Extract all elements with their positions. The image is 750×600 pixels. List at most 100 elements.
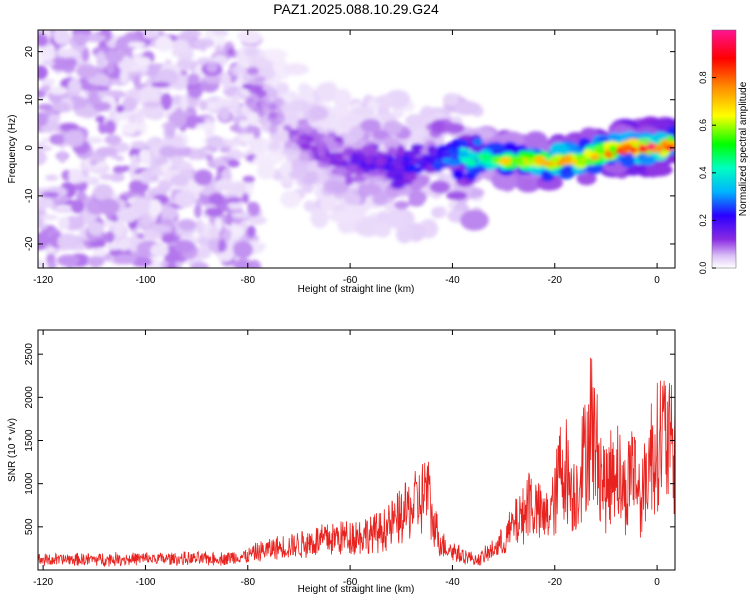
ridge-blob [268,141,282,151]
noise-blob [105,50,124,64]
x-tick-label: -120 [33,275,53,286]
noise-blob [195,219,205,235]
noise-blob [88,221,105,236]
noise-blob [119,68,129,84]
ridge-blob [596,148,606,154]
noise-blob [57,233,79,251]
noise-blob [208,192,225,206]
ridge-blob [645,163,673,177]
ridge-blob [317,147,326,156]
ridge-blob [630,146,637,154]
snr-x-label: Height of straight line (km) [298,584,415,595]
noise-blob [204,78,223,84]
ridge-blob [427,157,436,165]
ridge-blob [268,123,278,135]
noise-blob [178,219,197,231]
ridge-blob [430,119,446,133]
noise-blob [95,115,106,123]
noise-blob [231,94,240,111]
spectrogram-marks [38,30,675,268]
noise-blob [227,202,243,210]
noise-blob [227,47,235,56]
noise-blob [89,159,98,166]
noise-blob [150,224,172,233]
spectrogram-y-label: Frequency (Hz) [7,115,18,184]
noise-blob [247,216,267,225]
ridge-blob [373,221,392,238]
x-tick-label: -40 [445,275,460,286]
noise-blob [226,197,243,203]
ridge-blob [344,174,354,186]
ridge-blob [295,139,307,146]
noise-blob [132,197,151,215]
noise-blob [206,138,226,148]
ridge-blob [331,161,343,167]
ridge-blob [264,88,279,100]
noise-blob [226,152,249,159]
noise-blob [51,102,71,113]
ridge-blob [647,143,655,151]
ridge-blob [526,158,536,165]
ridge-blob [382,120,403,136]
ridge-blob [298,151,310,162]
colorbar-ticks: 0.0 0.2 0.4 0.6 0.8 [698,71,716,274]
noise-blob [104,119,117,135]
ridge-blob [555,161,566,166]
noise-blob [150,243,169,258]
ridge-blob [512,156,524,165]
noise-blob [93,101,112,112]
noise-blob [142,101,162,108]
noise-blob [155,68,179,87]
ridge-blob [499,156,512,165]
noise-blob [180,94,188,112]
noise-blob [155,35,173,52]
snr-y-label: SNR (10 * v/v) [7,418,18,482]
ridge-blob [246,66,259,76]
noise-blob [130,154,139,168]
noise-blob [96,51,106,69]
ridge-blob [283,140,294,149]
noise-blob [195,123,216,130]
noise-blob [57,254,80,267]
noise-blob [48,86,68,95]
noise-blob [204,31,217,40]
noise-blob [161,233,177,244]
ridge-blob [619,144,631,153]
noise-blob [45,174,59,182]
x-tick-label: -20 [548,275,563,286]
x-tick-label: -60 [343,275,358,286]
ridge-blob [407,149,422,156]
noise-blob [246,225,256,238]
ridge-blob [360,183,382,196]
ridge-blob [549,142,569,157]
ridge-blob [308,106,329,121]
noise-blob [431,206,444,219]
noise-blob [88,89,99,106]
noise-blob [176,32,195,41]
noise-blob [70,199,85,214]
noise-blob [115,155,125,162]
ridge-blob [299,144,312,150]
ridge-blob [259,102,272,108]
noise-blob [92,247,107,257]
x-tick-label: -100 [135,577,155,588]
noise-blob [104,231,115,244]
noise-blob [217,251,234,262]
noise-blob [121,122,138,135]
noise-blob [147,199,162,217]
noise-blob [204,207,224,217]
noise-blob [122,96,138,112]
ridge-blob [637,146,648,153]
ridge-blob [437,149,444,158]
snr-frame [37,329,676,571]
noise-blob [58,150,67,164]
noise-blob [190,261,209,268]
noise-blob [241,192,250,204]
y-tick-label: 2500 [24,343,35,366]
ridge-blob [350,175,367,183]
ridge-blob [410,143,425,151]
ridge-blob [333,88,352,110]
noise-blob [113,253,137,265]
noise-blob [38,65,48,80]
